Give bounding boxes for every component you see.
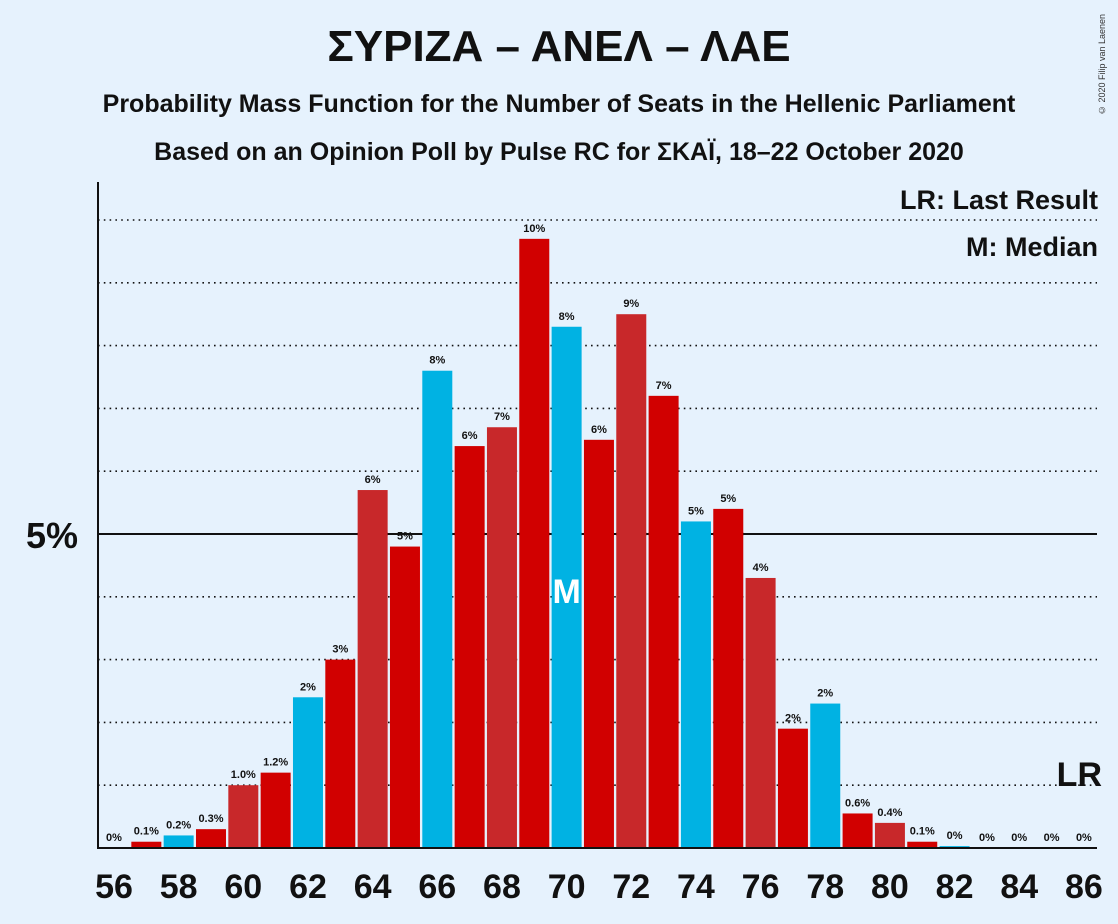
bar-label-57: 0.1% (134, 826, 159, 838)
bar-overlay-64 (357, 532, 388, 536)
legend-last-result: LR: Last Result (899, 185, 1098, 215)
bar-seat-71 (583, 439, 614, 848)
bar-label-77: 2% (785, 713, 801, 725)
bar-label-65: 5% (397, 531, 413, 543)
bar-label-83: 0% (979, 832, 995, 844)
bar-seat-59 (195, 829, 226, 848)
bar-seat-58 (163, 835, 194, 848)
bar-label-64: 6% (365, 474, 381, 486)
bar-seat-73 (648, 395, 679, 848)
bar-seat-80 (874, 822, 905, 848)
bar-overlay-75 (713, 532, 744, 536)
chart-subtitle-1: Probability Mass Function for the Number… (102, 90, 1016, 118)
bar-label-58: 0.2% (166, 819, 191, 831)
chart-subtitle-2: Based on an Opinion Poll by Pulse RC for… (154, 138, 964, 166)
bar-label-59: 0.3% (198, 813, 223, 825)
x-tick-label-58: 58 (160, 868, 198, 906)
last-result-marker: LR (1057, 756, 1102, 794)
bar-overlay-73 (648, 532, 679, 536)
bar-label-60: 1.0% (231, 769, 256, 781)
median-marker: M (552, 573, 580, 611)
bar-label-75: 5% (720, 493, 736, 505)
bar-seat-66 (422, 370, 453, 848)
bar-label-67: 6% (462, 430, 478, 442)
x-tick-label-76: 76 (742, 868, 780, 906)
bar-label-74: 5% (688, 505, 704, 517)
bar-overlay-74 (680, 532, 711, 536)
x-tick-label-84: 84 (1000, 868, 1038, 906)
x-tick-label-70: 70 (548, 868, 586, 906)
bar-overlay-71 (583, 532, 614, 536)
bar-label-69: 10% (523, 223, 545, 235)
bar-label-82: 0% (947, 830, 963, 842)
bar-label-68: 7% (494, 411, 510, 423)
bar-seat-75 (713, 508, 744, 848)
bar-seat-64 (357, 490, 388, 848)
bar-seat-72 (616, 314, 647, 848)
bar-label-86: 0% (1076, 832, 1092, 844)
x-tick-label-74: 74 (677, 868, 715, 906)
bar-overlay-70 (551, 532, 582, 536)
x-tick-label-78: 78 (806, 868, 844, 906)
bar-label-79: 0.6% (845, 797, 870, 809)
bar-seat-63 (325, 659, 356, 848)
bar-label-70: 8% (559, 311, 575, 323)
bar-label-72: 9% (623, 298, 639, 310)
bar-label-61: 1.2% (263, 757, 288, 769)
x-tick-label-64: 64 (354, 868, 392, 906)
bar-seat-61 (260, 772, 291, 848)
bar-seat-62 (292, 697, 323, 848)
bar-seat-68 (486, 427, 517, 848)
bar-seat-77 (777, 728, 808, 848)
bar-overlay-72 (616, 532, 647, 536)
x-tick-label-56: 56 (95, 868, 133, 906)
bar-overlay-67 (454, 532, 485, 536)
bar-label-73: 7% (656, 380, 672, 392)
bar-label-66: 8% (429, 355, 445, 367)
bar-label-84: 0% (1011, 832, 1027, 844)
bar-label-81: 0.1% (910, 826, 935, 838)
bar-seat-65 (389, 546, 420, 848)
bar-seat-67 (454, 446, 485, 848)
x-tick-label-72: 72 (612, 868, 650, 906)
bar-seat-79 (842, 813, 873, 848)
bar-seat-76 (745, 577, 776, 848)
x-tick-label-80: 80 (871, 868, 909, 906)
bar-seat-74 (680, 521, 711, 848)
bar-overlay-69 (519, 532, 550, 536)
x-tick-label-68: 68 (483, 868, 521, 906)
bar-label-71: 6% (591, 424, 607, 436)
bar-label-76: 4% (753, 562, 769, 574)
bar-overlay-68 (486, 532, 517, 536)
chart-title: ΣΥΡΙΖΑ – ΑΝΕΛ – ΛΑΕ (327, 22, 791, 71)
bar-seat-81 (907, 841, 938, 848)
bar-label-62: 2% (300, 681, 316, 693)
x-tick-label-82: 82 (936, 868, 974, 906)
legend-median: M: Median (966, 232, 1098, 262)
bar-seat-60 (228, 785, 259, 848)
bar-seat-70 (551, 326, 582, 848)
x-tick-label-60: 60 (224, 868, 262, 906)
bar-overlay-66 (422, 532, 453, 536)
x-tick-label-66: 66 (418, 868, 456, 906)
bar-label-56: 0% (106, 832, 122, 844)
x-tick-label-86: 86 (1065, 868, 1103, 906)
bar-label-85: 0% (1044, 832, 1060, 844)
x-tick-label-62: 62 (289, 868, 327, 906)
bar-label-63: 3% (332, 644, 348, 656)
bar-seat-78 (810, 703, 841, 848)
y-tick-label: 5% (26, 515, 78, 556)
bar-seat-69 (519, 238, 550, 849)
bar-seat-57 (131, 841, 162, 848)
bar-label-78: 2% (817, 688, 833, 700)
bar-label-80: 0.4% (877, 807, 902, 819)
